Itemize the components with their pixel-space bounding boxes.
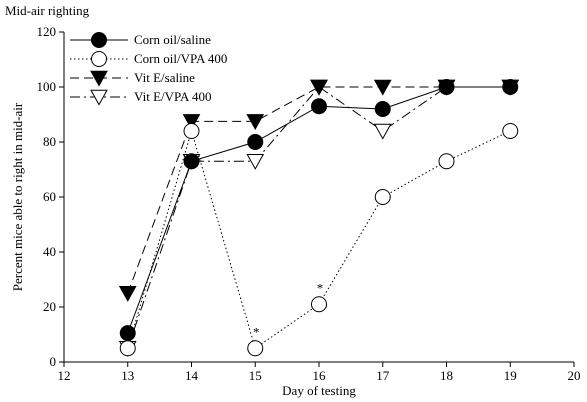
x-axis-label: Day of testing [282,383,356,398]
x-tick-label: 19 [504,368,517,383]
data-point [246,114,265,131]
legend-entry: Corn oil/VPA 400 [70,51,227,67]
legend-entry: Vit E/saline [70,70,195,87]
y-tick-label: 120 [37,24,57,39]
series-layer [118,79,520,357]
data-point [438,153,455,170]
y-tick-label: 80 [43,134,56,149]
data-point [438,79,455,95]
y-tick-label: 0 [50,354,57,369]
x-tick-label: 13 [121,368,134,383]
significance-asterisk: * [317,280,324,295]
data-point [502,79,519,95]
significance-asterisk: * [253,324,260,339]
data-point [373,79,392,96]
legend-label: Vit E/VPA 400 [134,89,211,104]
legend-label: Corn oil/saline [134,32,211,47]
data-point [118,285,137,302]
y-tick-label: 60 [43,189,56,204]
data-point [374,101,391,117]
x-tick-label: 18 [440,368,453,383]
y-tick-label: 40 [43,244,56,259]
series-2 [119,123,519,357]
x-tick-label: 12 [58,368,71,383]
data-point [502,123,519,139]
data-point [246,153,265,170]
y-axis-label: Percent mice able to right in mid-air [10,102,25,291]
y-tick-label: 20 [43,299,56,314]
legend-label: Corn oil/VPA 400 [134,51,227,66]
x-tick-label: 16 [313,368,327,383]
legend: Corn oil/saline Corn oil/VPA 400 Vit E/sal… [70,32,227,106]
data-point [247,134,264,150]
data-point [182,114,201,131]
x-tick-label: 20 [568,368,581,383]
data-point [183,123,200,139]
x-tick-label: 14 [185,368,199,383]
x-ticks: 12 13 14 15 16 17 18 19 20 [58,362,581,383]
legend-marker [90,70,108,87]
data-point [310,79,328,96]
legend-marker [91,51,107,67]
legend-label: Vit E/saline [134,70,195,85]
annotation-layer: ** [253,280,323,339]
series-line [127,86,511,334]
data-point [311,296,327,313]
data-point [247,340,264,357]
data-point [119,325,136,342]
data-point [311,98,327,115]
data-point [373,123,392,140]
y-tick-label: 100 [37,79,57,94]
chart-title: Mid-air righting [5,3,90,18]
x-tick-label: 15 [249,368,262,383]
legend-entry: Vit E/VPA 400 [70,89,211,106]
x-tick-label: 17 [376,368,390,383]
legend-marker [91,32,107,48]
series-4 [118,79,520,357]
legend-marker [90,89,108,106]
series-1 [119,79,519,342]
data-point [374,189,391,205]
y-ticks: 0 20 40 60 80 100 120 [37,24,64,369]
legend-entry: Corn oil/saline [70,32,211,48]
data-point [119,340,136,357]
data-point [183,153,200,170]
